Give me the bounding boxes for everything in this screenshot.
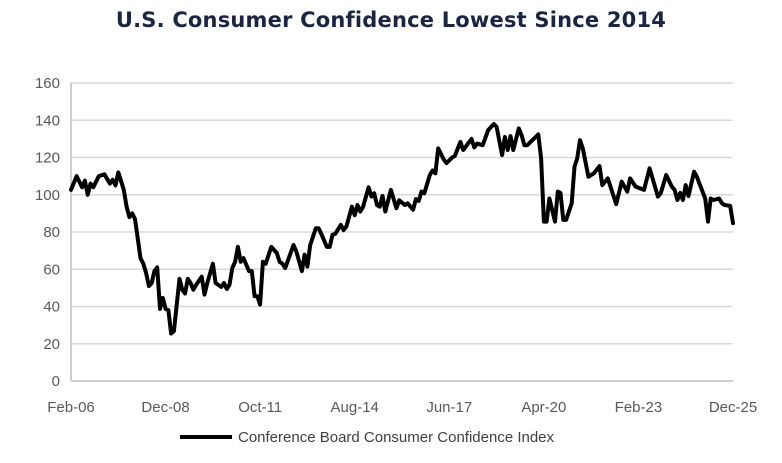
x-tick-label: Apr-20	[521, 399, 566, 416]
x-tick-label: Dec-25	[709, 399, 757, 416]
y-tick-label: 80	[43, 224, 60, 241]
series-group	[69, 122, 735, 336]
y-tick-label: 160	[35, 75, 60, 92]
x-axis-ticks: Feb-06 Dec-08 Oct-11 Aug-14 Jun-17 Apr-20 Feb-…	[47, 399, 757, 416]
y-tick-label: 0	[52, 373, 60, 390]
y-tick-label: 60	[43, 261, 60, 278]
chart-title: U.S. Consumer Confidence Lowest Since 20…	[115, 8, 667, 32]
y-tick-label: 120	[35, 150, 60, 167]
x-tick-label: Oct-11	[238, 399, 282, 416]
x-tick-label: Jun-17	[426, 399, 472, 416]
y-axis-ticks: 0 20 40 60 80 100 120 140 160	[35, 75, 60, 390]
y-tick-label: 140	[35, 112, 60, 129]
series-line	[69, 122, 735, 336]
y-tick-label: 20	[43, 336, 60, 353]
y-tick-label: 100	[35, 187, 60, 204]
y-tick-label: 40	[43, 299, 60, 316]
legend: Conference Board Consumer Confidence Ind…	[180, 429, 555, 446]
gridlines	[71, 82, 733, 382]
x-tick-label: Aug-14	[331, 399, 379, 416]
legend-label: Conference Board Consumer Confidence Ind…	[238, 429, 555, 446]
x-tick-label: Feb-06	[47, 399, 95, 416]
x-tick-label: Dec-08	[141, 399, 189, 416]
x-tick-label: Feb-23	[615, 399, 663, 416]
